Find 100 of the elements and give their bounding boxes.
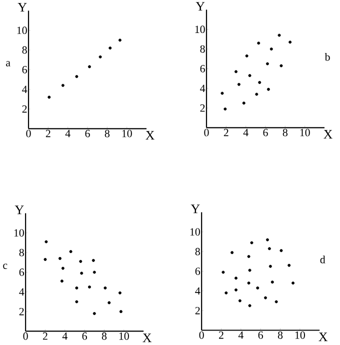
- point: [268, 247, 271, 250]
- x-tick-label: 8: [102, 332, 107, 340]
- point: [234, 276, 238, 280]
- x-tick-label: 8: [278, 331, 283, 339]
- x-axis-title: X: [146, 131, 154, 140]
- point: [245, 54, 248, 58]
- point: [92, 258, 95, 262]
- x-tick-label: 0: [204, 128, 209, 136]
- point: [266, 238, 269, 242]
- point: [69, 250, 72, 254]
- point: [104, 286, 107, 290]
- text: b: [324, 53, 330, 61]
- point: [280, 64, 283, 68]
- y-tick-label: 8: [19, 248, 24, 256]
- y-tick-label: 10: [14, 229, 24, 237]
- point: [255, 92, 258, 96]
- point: [61, 266, 64, 270]
- text: d: [320, 256, 326, 264]
- x-tick-label: 4: [238, 331, 244, 339]
- point: [224, 108, 227, 110]
- point: [79, 260, 82, 263]
- text: c: [3, 264, 8, 269]
- point: [234, 288, 238, 292]
- y-axis-title: Y: [14, 206, 24, 214]
- x-tick-label: 2: [46, 130, 50, 138]
- point: [247, 255, 250, 258]
- point: [266, 62, 269, 66]
- point: [222, 270, 225, 274]
- point: [230, 251, 234, 254]
- point: [280, 249, 283, 252]
- point: [80, 272, 84, 275]
- point: [44, 258, 47, 261]
- point: [75, 286, 78, 290]
- point: [118, 291, 122, 294]
- y-tick-label: 4: [200, 84, 206, 92]
- y-tick-label: 10: [190, 228, 200, 236]
- y-tick-label: 8: [22, 46, 27, 54]
- point: [248, 304, 252, 308]
- x-tick-label: 6: [258, 331, 263, 339]
- point: [270, 48, 273, 51]
- y-tick-label: 4: [19, 288, 24, 296]
- x-axis-title: X: [324, 130, 332, 139]
- y-tick-label: 2: [200, 104, 205, 112]
- point: [118, 38, 122, 42]
- x-tick-label: 6: [85, 130, 90, 138]
- y-tick-label: 8: [195, 248, 200, 256]
- point: [92, 270, 96, 274]
- text: a: [6, 61, 10, 66]
- x-tick-label: 8: [282, 128, 288, 136]
- point: [242, 102, 246, 105]
- y-tick-label: 4: [22, 86, 28, 93]
- x-tick-label: 10: [295, 331, 305, 339]
- point: [248, 74, 252, 78]
- point: [270, 280, 274, 284]
- point: [92, 312, 96, 316]
- x-tick-label: 6: [82, 332, 87, 340]
- point: [250, 241, 254, 244]
- x-tick-label: 4: [65, 130, 70, 138]
- point: [256, 286, 260, 290]
- point: [75, 300, 78, 304]
- y-tick-label: 6: [19, 268, 24, 276]
- point: [264, 296, 267, 300]
- x-tick-label: 0: [199, 331, 204, 339]
- point: [224, 291, 228, 294]
- point: [44, 240, 48, 244]
- x-tick-label: 0: [26, 130, 31, 138]
- y-tick-label: 2: [22, 105, 27, 113]
- x-axis-title: X: [318, 332, 328, 342]
- point: [108, 301, 111, 304]
- point: [88, 285, 91, 288]
- y-tick-label: 2: [19, 308, 24, 316]
- point: [75, 75, 78, 78]
- y-tick-label: 6: [22, 66, 27, 74]
- y-axis-title: Y: [196, 2, 205, 11]
- point: [61, 84, 64, 87]
- y-tick-label: 6: [200, 65, 205, 72]
- x-tick-label: 0: [23, 332, 28, 340]
- x-tick-label: 4: [62, 332, 68, 340]
- x-axis-title: X: [142, 334, 152, 342]
- x-tick-label: 4: [243, 128, 248, 136]
- x-tick-label: 8: [104, 130, 110, 138]
- point: [274, 300, 278, 304]
- point: [247, 282, 250, 285]
- x-tick-label: 2: [218, 331, 224, 339]
- y-tick-label: 10: [195, 26, 205, 34]
- x-tick-label: 10: [119, 332, 129, 340]
- point: [266, 88, 270, 91]
- point: [257, 42, 260, 45]
- y-tick-label: 4: [195, 287, 200, 295]
- y-tick-label: 8: [200, 45, 205, 53]
- point: [258, 80, 262, 84]
- x-tick-label: 2: [224, 128, 228, 136]
- x-tick-label: 6: [263, 128, 268, 136]
- y-axis-title: Y: [190, 204, 200, 214]
- y-tick-label: 10: [17, 26, 27, 34]
- point: [248, 268, 252, 272]
- x-tick-label: 10: [300, 128, 310, 136]
- point: [292, 282, 295, 285]
- point: [119, 310, 122, 314]
- y-tick-label: 2: [195, 306, 200, 314]
